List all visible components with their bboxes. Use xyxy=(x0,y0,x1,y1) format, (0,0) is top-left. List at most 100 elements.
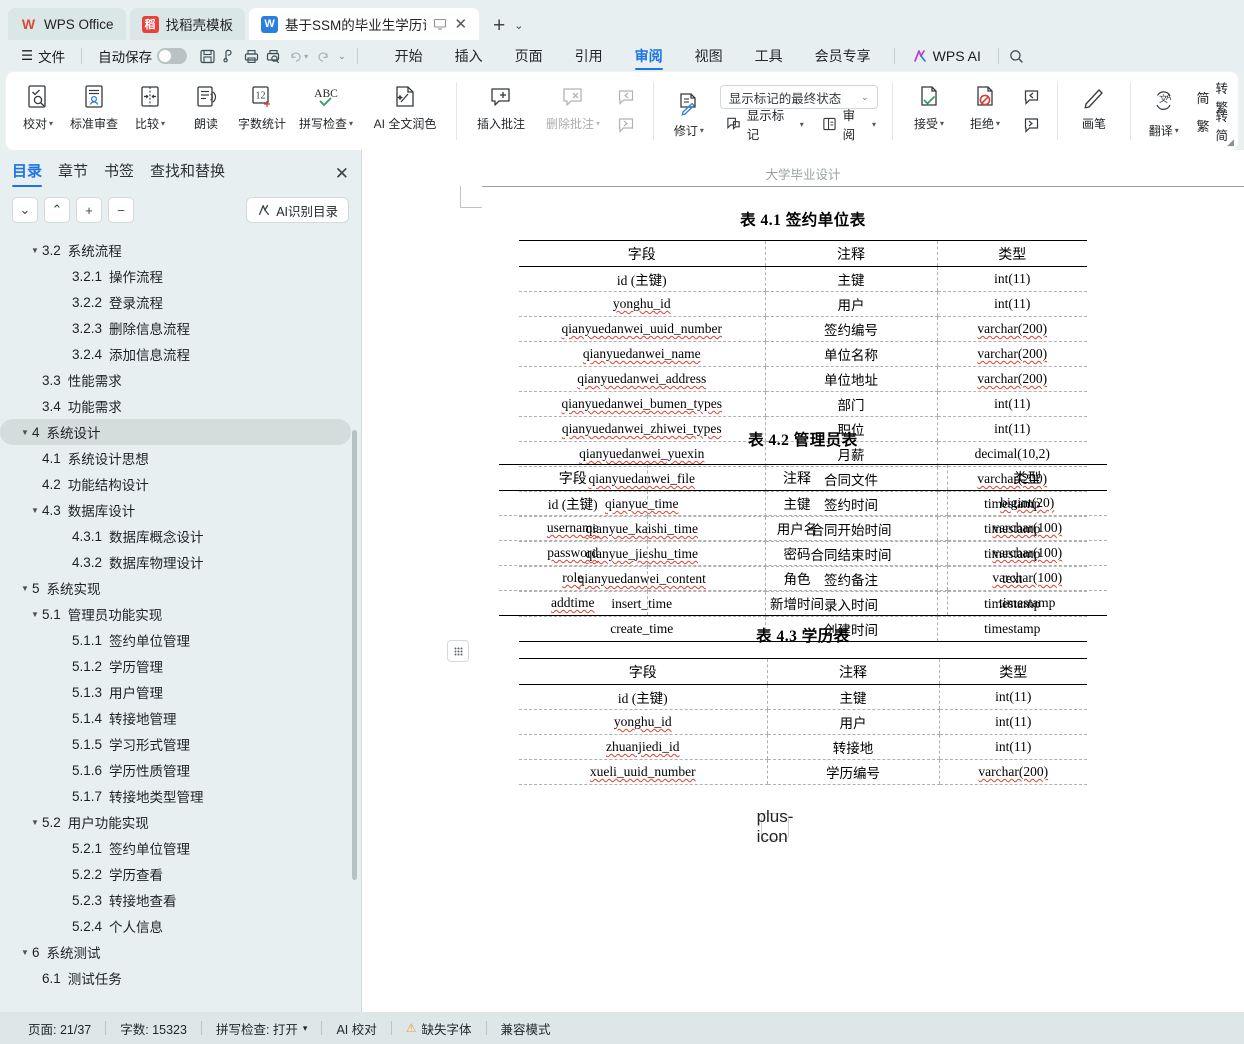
table-row[interactable]: qianyuedanwei_zhiwei_types 职位 int(11) xyxy=(519,416,1087,442)
triangle-expand-icon[interactable]: ▼ xyxy=(21,947,29,957)
chevron-down-icon[interactable]: ▾ xyxy=(940,119,945,128)
next-comment-button[interactable] xyxy=(613,112,641,138)
toc-item[interactable]: 5.1.5 学习形式管理 xyxy=(0,731,351,757)
cloud-save-icon[interactable] xyxy=(218,45,240,67)
triangle-expand-icon[interactable]: ▼ xyxy=(31,505,39,515)
toc-item[interactable]: 5.1.1 签约单位管理 xyxy=(0,627,351,653)
compat-mode-status[interactable]: 兼容模式 xyxy=(500,1022,551,1037)
triangle-expand-icon[interactable]: ▼ xyxy=(31,817,39,827)
toc-item[interactable]: 5.1.7 转接地类型管理 xyxy=(0,783,351,809)
chevron-down-icon[interactable]: ▾ xyxy=(1174,126,1179,135)
toc-item[interactable]: 5.1.2 学历管理 xyxy=(0,653,351,679)
nav-tab-toc[interactable]: 目录 xyxy=(12,160,43,187)
toc-item[interactable]: 3.2.3 删除信息流程 xyxy=(0,315,351,341)
nav-tab-find-replace[interactable]: 查找和替换 xyxy=(150,163,226,180)
table-row[interactable]: qianyuedanwei_address 单位地址 varchar(200) xyxy=(519,366,1087,392)
ribbon-tab-view[interactable]: 视图 xyxy=(694,48,723,64)
table-row[interactable]: yonghu_id 用户 int(11) xyxy=(519,291,1087,317)
toc-item[interactable]: ▼ 5.1 管理员功能实现 xyxy=(0,601,351,627)
review-pane-button[interactable]: 审阅 ▾ xyxy=(818,109,880,142)
toc-item[interactable]: ▼ 4 系统设计 xyxy=(0,419,351,445)
quick-more-icon[interactable]: ⌄ xyxy=(338,50,346,61)
chevron-down-icon[interactable]: ▾ xyxy=(871,119,876,129)
compare-button[interactable]: 比较 ▾ xyxy=(122,76,178,146)
table-row[interactable]: id (主键) 主键 int(11) xyxy=(519,266,1087,292)
triangle-expand-icon[interactable]: ▼ xyxy=(31,609,39,619)
document-canvas[interactable]: 大学毕业设计 表 4.1 签约单位表 字段 注释 类型 id (主键) 主键 int(11)… xyxy=(362,150,1244,1012)
triangle-expand-icon[interactable]: ▼ xyxy=(31,245,39,255)
tab-current-document[interactable]: W 基于SSM的毕业生学历证明系 ✕ xyxy=(249,8,480,40)
table-row[interactable]: qianyuedanwei_name 单位名称 varchar(200) xyxy=(519,341,1087,367)
toc-item[interactable]: 3.3 性能需求 xyxy=(0,367,351,393)
toc-item[interactable]: 5.2.2 学历查看 xyxy=(0,861,351,887)
close-icon[interactable]: ✕ xyxy=(454,15,468,33)
chevron-down-icon[interactable]: ▾ xyxy=(596,119,601,128)
database-table[interactable]: 字段 注释 类型 id (主键) 主键 int(11) yonghu_id 用户 int(11)… xyxy=(362,658,1244,785)
tab-monitor-icon[interactable] xyxy=(433,17,447,31)
prev-change-button[interactable] xyxy=(1017,84,1045,110)
plus-icon[interactable]: + xyxy=(76,197,102,223)
toc-item[interactable]: ▼ 3.2 系统流程 xyxy=(0,237,351,263)
ai-proofread-status[interactable]: AI 校对 xyxy=(336,1022,377,1037)
table-row[interactable]: addtime 新增时间 timestamp xyxy=(499,590,1107,616)
nav-tab-chapters[interactable]: 章节 xyxy=(58,163,89,180)
toc-item[interactable]: 5.2.4 个人信息 xyxy=(0,913,351,939)
toc-item[interactable]: 5.1.3 用户管理 xyxy=(0,679,351,705)
chevron-up-icon[interactable]: ⌃ xyxy=(44,197,70,223)
new-tab-button[interactable]: + xyxy=(493,14,506,37)
nav-scrollbar-thumb[interactable] xyxy=(352,430,357,880)
insert-row-plus-button[interactable]: plus-icon xyxy=(756,806,794,846)
toc-list[interactable]: ▼ 3.2 系统流程 3.2.1 操作流程 3.2.2 登录流程 3.2.3 删除信息流程 3.2… xyxy=(0,233,361,1012)
pen-button[interactable]: 画笔 xyxy=(1066,76,1122,146)
autosave-toggle[interactable] xyxy=(157,48,188,64)
triangle-expand-icon[interactable]: ▼ xyxy=(21,427,29,437)
chevron-down-icon[interactable]: ▾ xyxy=(161,119,166,128)
to-simplified-button[interactable]: 繁 转简 xyxy=(1193,110,1239,143)
toc-item[interactable]: 3.4 功能需求 xyxy=(0,393,351,419)
chevron-down-icon[interactable]: ▾ xyxy=(49,119,54,128)
close-icon[interactable]: ✕ xyxy=(334,163,349,183)
ribbon-tab-insert[interactable]: 插入 xyxy=(454,48,483,64)
table-row[interactable]: id (主键) 主键 bigint(20) xyxy=(499,490,1107,516)
proofread-button[interactable]: 校对 ▾ xyxy=(10,76,66,146)
toc-item[interactable]: 5.2.1 签约单位管理 xyxy=(0,835,351,861)
table-row[interactable]: role 角色 varchar(100) xyxy=(499,565,1107,591)
chevron-down-icon[interactable]: ▾ xyxy=(699,126,704,135)
chevron-down-icon[interactable]: ▾ xyxy=(302,1022,308,1033)
table-row[interactable]: qianyuedanwei_bumen_types 部门 int(11) xyxy=(519,391,1087,417)
table-row[interactable]: zhuanjiedi_id 转接地 int(11) xyxy=(519,734,1087,760)
ribbon-tab-review[interactable]: 审阅 xyxy=(619,40,679,72)
print-preview-icon[interactable] xyxy=(262,45,284,67)
word-count-indicator[interactable]: 字数: 15323 xyxy=(120,1022,187,1037)
tab-wps-office[interactable]: W WPS Office xyxy=(8,8,126,40)
revision-button[interactable]: 修订 ▾ xyxy=(662,83,716,139)
tab-docer-template[interactable]: 稻 找稻壳模板 xyxy=(129,8,246,40)
toc-item[interactable]: 4.2 功能结构设计 xyxy=(0,471,351,497)
ribbon-tab-member[interactable]: 会员专享 xyxy=(814,48,871,64)
ai-toc-button[interactable]: AI识别目录 xyxy=(246,197,349,223)
group-expand-icon[interactable]: ◢ xyxy=(1227,137,1234,147)
ribbon-tab-start[interactable]: 开始 xyxy=(394,48,423,64)
delete-comment-button[interactable]: 删除批注 ▾ xyxy=(537,76,609,146)
toc-item[interactable]: 4.3.1 数据库概念设计 xyxy=(0,523,351,549)
spellcheck-status[interactable]: 拼写检查: 打开 ▾ xyxy=(202,1019,321,1038)
table-row[interactable]: yonghu_id 用户 int(11) xyxy=(519,709,1087,735)
toc-item[interactable]: 3.2.1 操作流程 xyxy=(0,263,351,289)
toc-item[interactable]: 5.1.6 学历性质管理 xyxy=(0,757,351,783)
toc-item[interactable]: 5.1.4 转接地管理 xyxy=(0,705,351,731)
toc-item[interactable]: 4.1 系统设计思想 xyxy=(0,445,351,471)
read-aloud-button[interactable]: 朗读 xyxy=(178,76,234,146)
toc-item[interactable]: ▼ 4.3 数据库设计 xyxy=(0,497,351,523)
next-change-button[interactable] xyxy=(1017,112,1045,138)
print-icon[interactable] xyxy=(240,45,262,67)
spellcheck-button[interactable]: ABC 拼写检查 ▾ xyxy=(290,76,362,146)
insert-comment-button[interactable]: 插入批注 xyxy=(465,76,537,146)
nav-tab-bookmarks[interactable]: 书签 xyxy=(104,163,135,180)
wps-ai-button[interactable]: WPS AI xyxy=(902,48,991,64)
drag-dots-icon[interactable] xyxy=(447,640,469,662)
database-table[interactable]: 字段 注释 类型 id (主键) 主键 bigint(20) username 用户名 varc… xyxy=(362,464,1244,616)
chevron-down-icon[interactable]: ⌄ xyxy=(514,20,524,32)
search-icon[interactable] xyxy=(1006,45,1028,67)
ribbon-tab-reference[interactable]: 引用 xyxy=(574,48,603,64)
